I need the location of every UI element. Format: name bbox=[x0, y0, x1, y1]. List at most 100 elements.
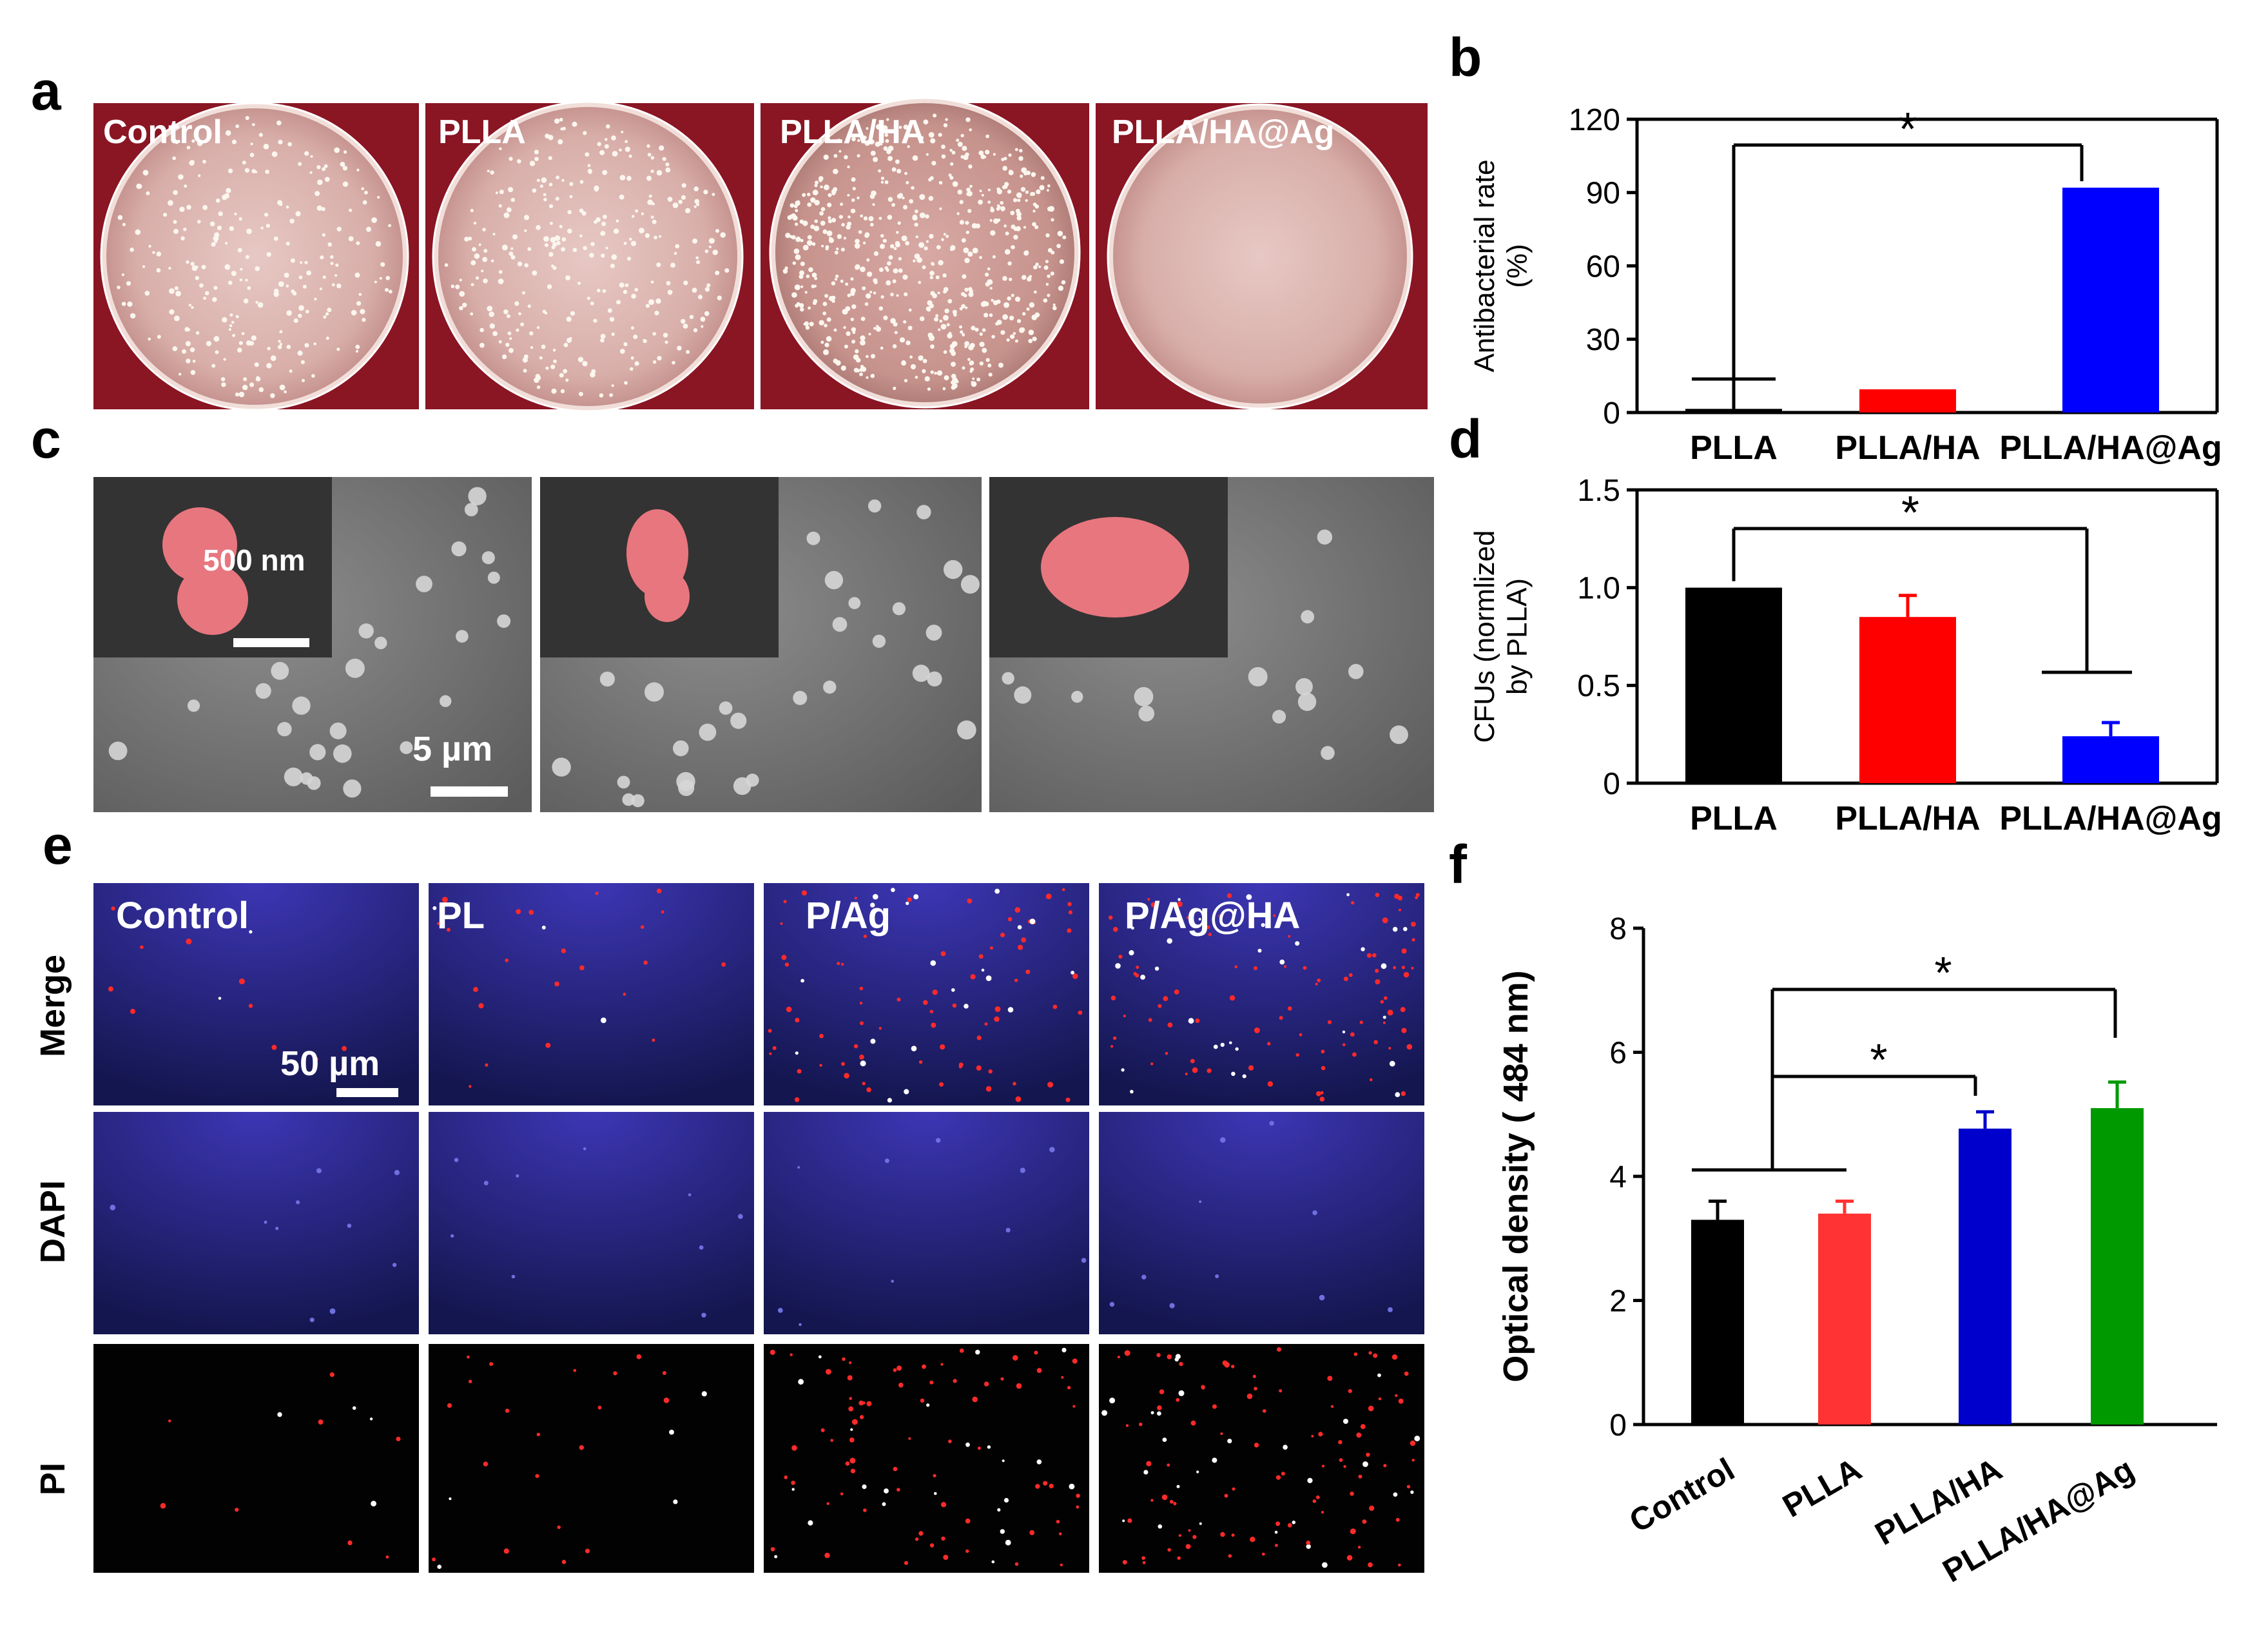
bacterial-colony bbox=[1036, 189, 1041, 195]
bacterial-colony bbox=[1047, 248, 1052, 253]
fluorescent-cell bbox=[342, 1046, 347, 1051]
pi-image bbox=[1099, 1344, 1424, 1573]
bacterial-colony bbox=[875, 124, 882, 130]
bacterial-colony bbox=[624, 381, 628, 385]
fluorescent-cell bbox=[1072, 973, 1078, 979]
bacterial-colony bbox=[1028, 329, 1034, 335]
fluorescent-cell bbox=[913, 894, 919, 900]
bacterial-colony bbox=[175, 291, 181, 297]
bacterial-colony bbox=[969, 289, 974, 294]
bacterial-colony bbox=[704, 249, 709, 253]
bacterial-colony bbox=[190, 262, 195, 266]
bacterial-colony bbox=[853, 367, 859, 373]
bacterial-colony bbox=[544, 243, 548, 248]
y-tick-label: 1.5 bbox=[1577, 474, 1620, 508]
fluorescent-cell bbox=[1373, 1353, 1378, 1358]
bacterial-colony bbox=[245, 278, 248, 282]
petri-dish-agar bbox=[106, 108, 403, 405]
fluorescent-cell bbox=[866, 1087, 871, 1093]
bacterial-colony bbox=[304, 260, 308, 264]
bacterial-colony bbox=[480, 327, 484, 333]
bacterial-colony bbox=[186, 260, 189, 264]
bacterial-colony bbox=[195, 331, 200, 335]
panel-letter-f: f bbox=[1449, 834, 1468, 895]
bacterial-colony bbox=[854, 243, 860, 249]
bacterial-colony bbox=[455, 284, 460, 289]
bacterial-colony bbox=[715, 270, 720, 275]
bacterial-colony bbox=[237, 248, 242, 253]
fluorescent-cell bbox=[940, 1044, 945, 1050]
fluorescent-cell bbox=[1306, 1544, 1311, 1549]
sem-bacterium bbox=[793, 690, 808, 705]
fluorescent-cell bbox=[1288, 1006, 1292, 1011]
fluorescent-cell bbox=[1135, 973, 1139, 978]
fluorescent-cell bbox=[1052, 1004, 1058, 1009]
bacterial-colony bbox=[551, 264, 554, 268]
fluorescent-cell bbox=[772, 1046, 777, 1050]
bacterial-colony bbox=[189, 160, 195, 166]
bacterial-colony bbox=[246, 340, 252, 346]
bacterial-colony bbox=[895, 159, 900, 164]
sem-bacterium bbox=[848, 597, 861, 609]
bacterial-colony bbox=[647, 153, 652, 157]
fluorescent-cell bbox=[780, 922, 783, 925]
sem-bacterium bbox=[622, 793, 635, 806]
fluorescent-cell bbox=[536, 1432, 540, 1437]
bacterial-colony bbox=[1003, 224, 1007, 228]
bacterial-colony bbox=[873, 157, 878, 162]
fluorescent-cell bbox=[235, 1508, 239, 1512]
fluorescent-cell bbox=[1401, 966, 1405, 969]
fluorescent-cell bbox=[940, 951, 946, 957]
bacterial-colony bbox=[291, 289, 295, 294]
fluorescent-cell bbox=[1072, 1358, 1078, 1364]
fluorescent-cell bbox=[840, 1492, 844, 1495]
bacterial-colony bbox=[717, 295, 722, 300]
bacterial-colony bbox=[959, 200, 964, 204]
pi-image bbox=[429, 1344, 754, 1573]
bacterial-colony bbox=[965, 220, 969, 225]
bar-plla-ha bbox=[1859, 389, 1956, 413]
bacterial-colony bbox=[579, 208, 584, 213]
fluorescent-cell bbox=[1179, 1361, 1183, 1367]
significance-star: * bbox=[1870, 1035, 1887, 1085]
bacterial-colony bbox=[482, 257, 488, 262]
fluorescent-cell bbox=[449, 1497, 452, 1501]
bacterial-colony bbox=[609, 393, 613, 397]
bacterial-colony bbox=[897, 221, 901, 225]
fluorescent-cell bbox=[1188, 1018, 1194, 1024]
bacterial-colony bbox=[351, 309, 357, 316]
fluorescent-cell bbox=[1140, 975, 1145, 980]
bacterial-colony bbox=[692, 238, 698, 244]
fluorescent-cell bbox=[1382, 1015, 1386, 1019]
bacterial-colony bbox=[712, 193, 715, 197]
fluorescent-cell bbox=[1395, 1394, 1398, 1397]
bacterial-colony bbox=[829, 237, 832, 240]
fluorescent-cell bbox=[238, 978, 245, 984]
bacterial-colony bbox=[643, 338, 646, 342]
bacterial-colony bbox=[174, 286, 179, 291]
fluorescent-cell bbox=[1393, 966, 1397, 969]
fluorescent-cell bbox=[1262, 1409, 1266, 1413]
fluorescent-cell bbox=[1411, 922, 1416, 927]
fluorescent-cell bbox=[1342, 1043, 1346, 1047]
bacterial-colony bbox=[554, 235, 561, 241]
bacterial-colony bbox=[866, 127, 869, 130]
fluorescent-cell bbox=[907, 897, 912, 902]
bacterial-colony bbox=[656, 262, 661, 268]
fluorescent-cell bbox=[970, 974, 976, 980]
fluorescent-cell bbox=[662, 1371, 666, 1376]
fluorescent-cell bbox=[837, 962, 840, 966]
fluorescent-cell bbox=[1318, 1432, 1323, 1437]
bacterial-colony bbox=[536, 225, 541, 230]
bacterial-colony bbox=[695, 256, 699, 260]
fluorescent-cell bbox=[483, 1461, 489, 1466]
bacterial-colony bbox=[904, 292, 908, 297]
bacterial-colony bbox=[890, 318, 896, 324]
fluorescent-cell bbox=[473, 987, 478, 992]
bacterial-colony bbox=[938, 328, 941, 331]
bacterial-colony bbox=[880, 180, 884, 184]
sem-bacterium bbox=[416, 576, 432, 592]
bacterial-colony bbox=[470, 209, 474, 213]
bacterial-colony bbox=[851, 177, 856, 182]
bacterial-colony bbox=[843, 237, 846, 240]
